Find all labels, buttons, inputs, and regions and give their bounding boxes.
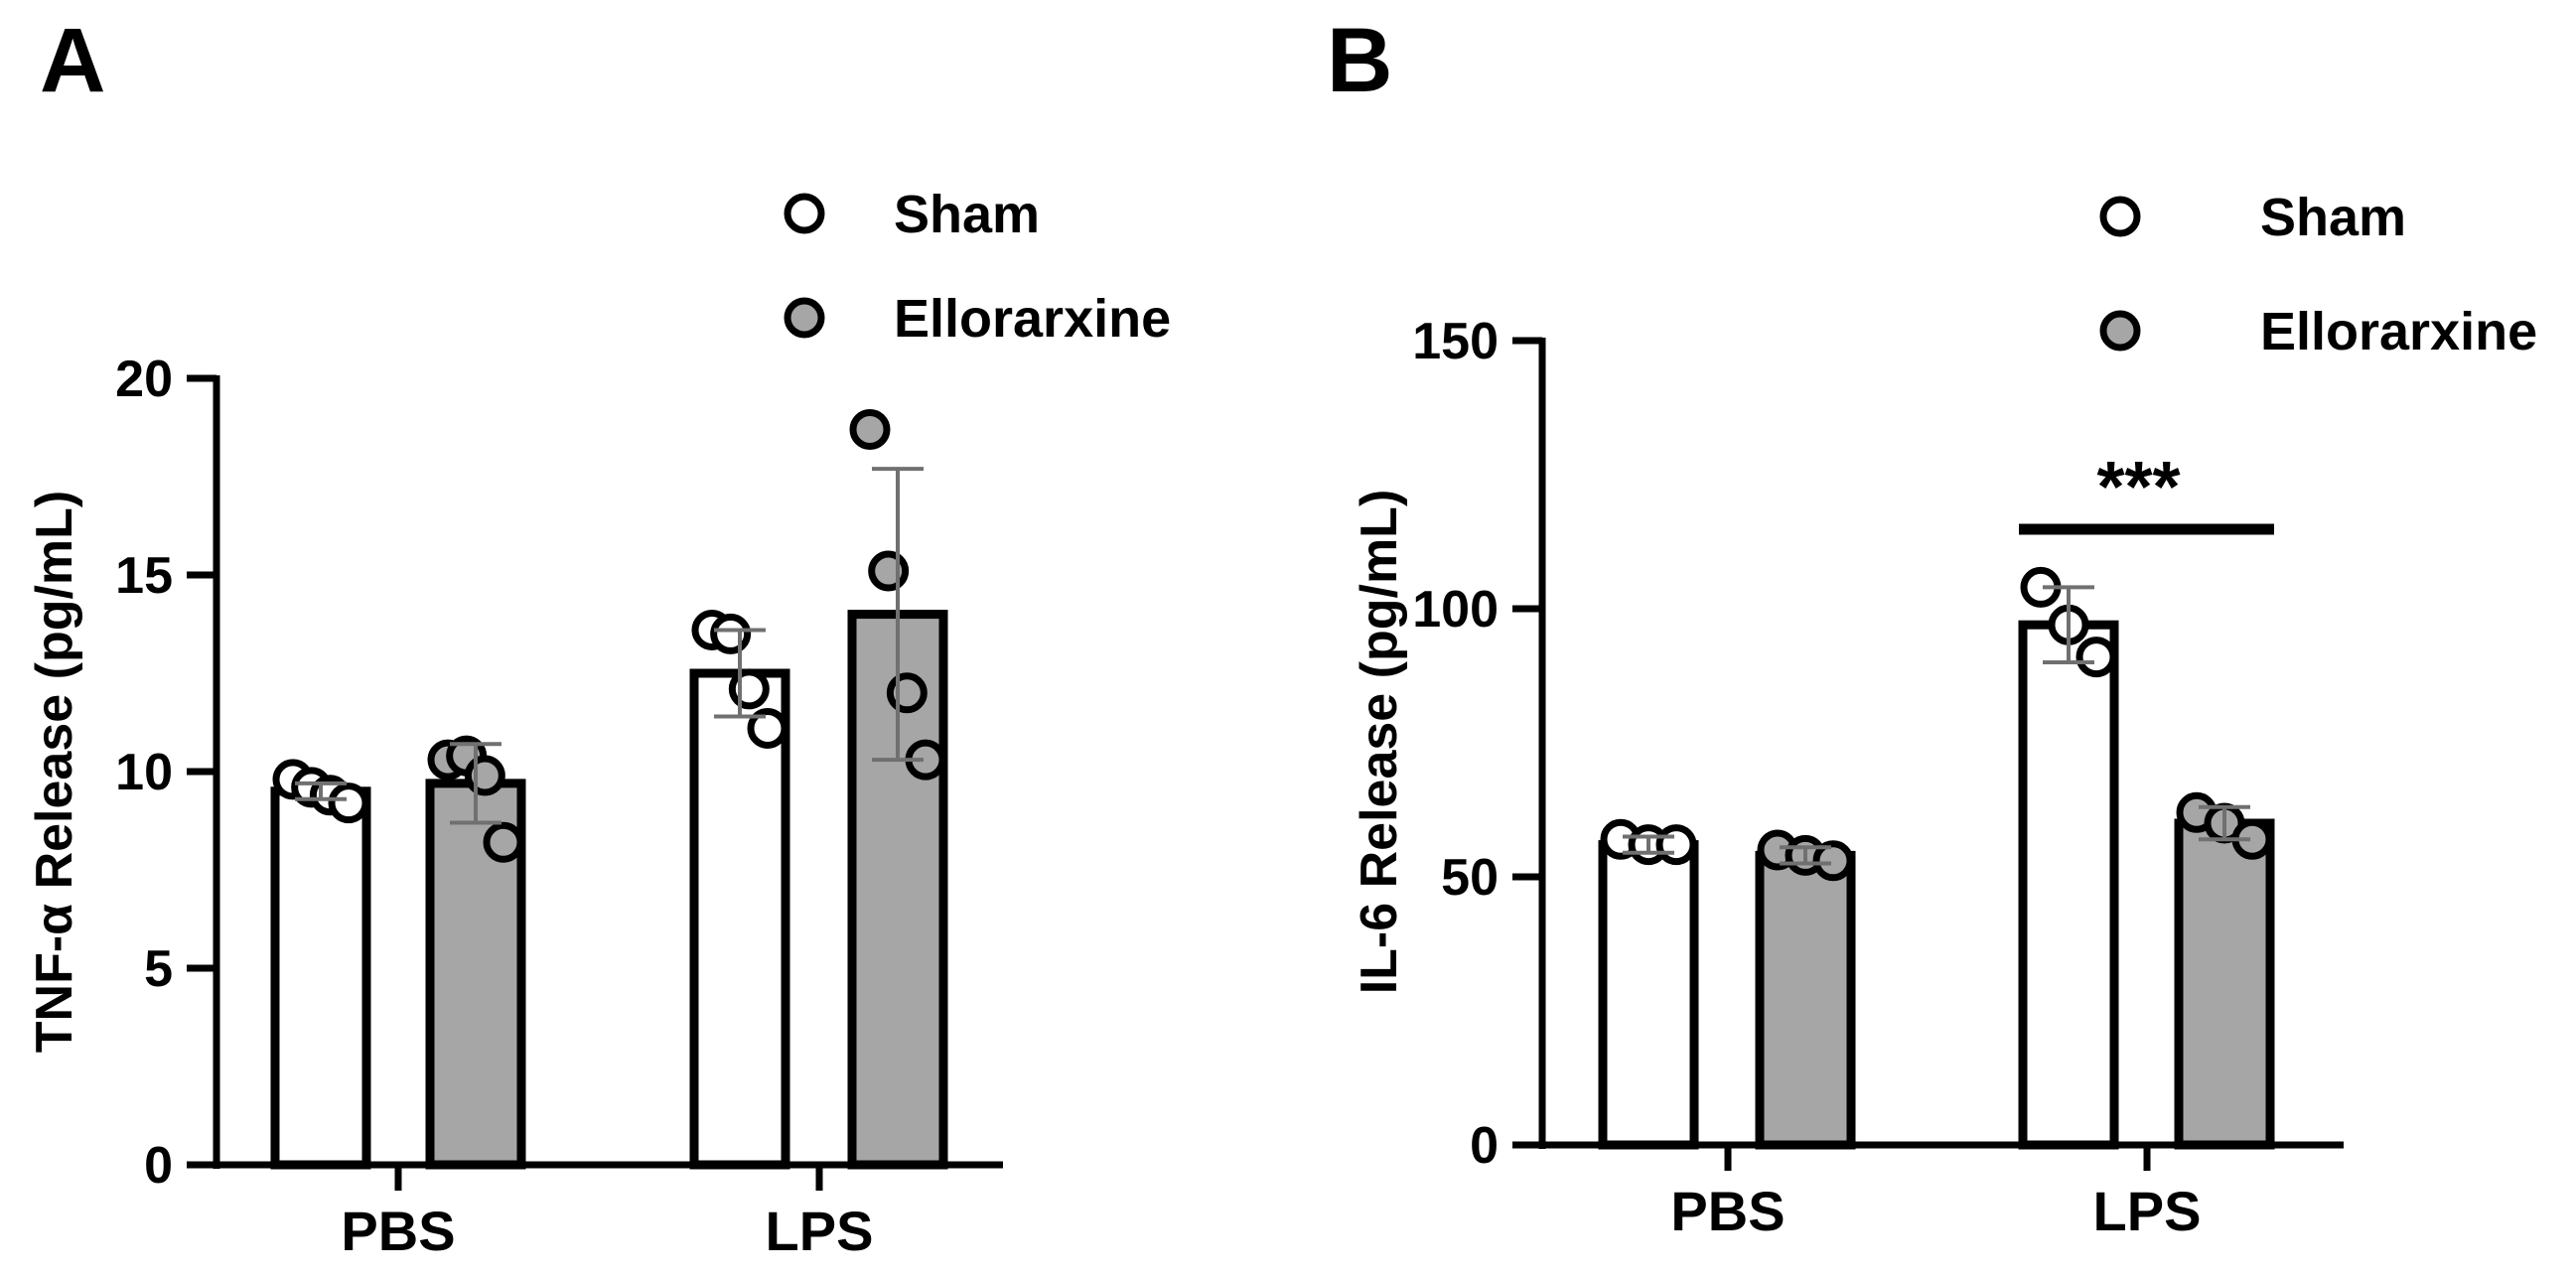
y-tick-label: 50 xyxy=(1441,849,1499,907)
legend-marker xyxy=(784,297,825,339)
legend-label: Ellorarxine xyxy=(894,289,1171,349)
data-point xyxy=(710,613,752,654)
data-point xyxy=(728,668,770,710)
bar-sham-pbs xyxy=(270,786,371,1170)
data-point xyxy=(868,550,910,592)
bar-ellorarxine-pbs xyxy=(1755,850,1856,1150)
x-tick-label: LPS xyxy=(2093,1180,2202,1242)
data-point xyxy=(747,707,788,749)
legend-marker xyxy=(784,193,825,234)
bar-sham-lps xyxy=(2018,620,2119,1150)
legend-marker xyxy=(2099,196,2141,237)
legend-marker xyxy=(2099,310,2141,352)
y-tick-label: 0 xyxy=(1470,1117,1499,1175)
bar-sham-pbs xyxy=(1598,840,1699,1150)
data-point xyxy=(464,755,505,796)
data-point xyxy=(1812,840,1854,882)
panel-a: A TNF-α Release (pg/mL) 0 5 10 15 20 PBS LPS Sham… xyxy=(26,10,1171,1262)
y-tick-label: 15 xyxy=(115,547,173,605)
panel-letter: B xyxy=(1327,10,1392,111)
y-axis-title: TNF-α Release (pg/mL) xyxy=(26,491,83,1053)
y-tick-label: 0 xyxy=(144,1137,173,1195)
y-tick-label: 150 xyxy=(1412,313,1499,370)
y-tick-label: 20 xyxy=(115,351,173,408)
y-tick-label: 100 xyxy=(1412,581,1499,639)
legend-label: Ellorarxine xyxy=(2260,302,2537,361)
x-tick-label: PBS xyxy=(341,1200,455,1262)
y-tick-label: 10 xyxy=(115,744,173,801)
significance-label: *** xyxy=(2096,448,2180,527)
bar-ellorarxine-lps xyxy=(2174,818,2275,1150)
panel-letter: A xyxy=(40,10,105,111)
data-point xyxy=(886,672,928,714)
data-point xyxy=(849,408,891,450)
data-point xyxy=(483,821,524,863)
x-tick-label: PBS xyxy=(1670,1180,1785,1242)
panel-b: B IL-6 Release (pg/mL) 0 50 100 150 PBS LPS Sham… xyxy=(1327,10,2537,1242)
legend-label: Sham xyxy=(2260,188,2406,247)
legend-label: Sham xyxy=(894,185,1040,244)
data-point xyxy=(1655,824,1697,866)
data-point xyxy=(2075,637,2117,678)
y-axis-title: IL-6 Release (pg/mL) xyxy=(1351,490,1408,995)
data-point xyxy=(328,782,369,824)
y-tick-label: 5 xyxy=(144,940,173,998)
x-tick-label: LPS xyxy=(766,1200,874,1262)
